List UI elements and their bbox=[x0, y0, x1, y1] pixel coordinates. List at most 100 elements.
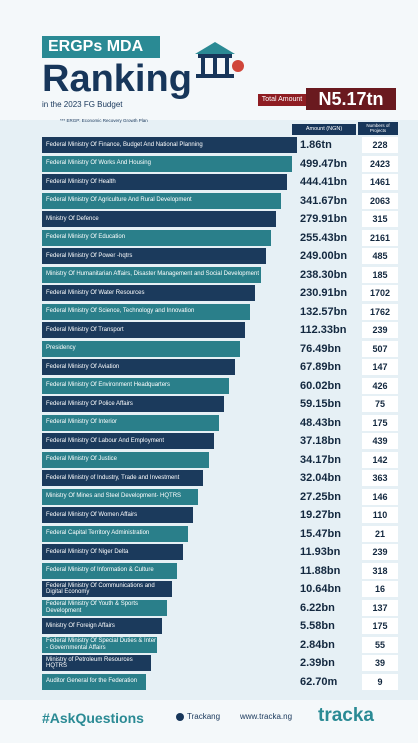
project-count: 2423 bbox=[362, 155, 398, 172]
project-count: 110 bbox=[362, 507, 398, 523]
project-count: 1762 bbox=[362, 303, 398, 320]
badge: ERGPs MDA bbox=[42, 36, 160, 58]
amount: 48.43bn bbox=[300, 416, 341, 429]
project-count: 485 bbox=[362, 248, 398, 264]
website[interactable]: www.tracka.ng bbox=[240, 712, 293, 721]
amount: 15.47bn bbox=[300, 527, 341, 540]
ministry-bar: Federal Ministry Of Youth & Sports Devel… bbox=[42, 599, 167, 616]
amount: 444.41bn bbox=[300, 176, 348, 188]
ministry-bar: Federal Ministry Of Health bbox=[42, 174, 287, 190]
amount: 11.93bn bbox=[300, 546, 341, 558]
total-label: Total Amount bbox=[258, 94, 306, 106]
project-count: 1461 bbox=[362, 174, 398, 190]
project-count: 239 bbox=[362, 544, 398, 560]
ministry-bar: Federal Ministry Of Agriculture And Rura… bbox=[42, 192, 282, 209]
project-count: 146 bbox=[362, 488, 398, 505]
ministry-bar: Ministry of Petroleum Resources HQTRS bbox=[42, 655, 152, 671]
ministry-bar: Federal Ministry Of Justice bbox=[42, 451, 209, 468]
ministry-bar: Presidency bbox=[42, 340, 240, 357]
project-count: 239 bbox=[362, 322, 398, 338]
amount: 249.00bn bbox=[300, 250, 348, 262]
project-count: 142 bbox=[362, 451, 398, 468]
column-header: Amount (NGN) bbox=[292, 124, 356, 135]
amount: 1.86tn bbox=[300, 139, 332, 151]
hashtag: #AskQuestions bbox=[42, 710, 144, 726]
amount: 238.30bn bbox=[300, 268, 348, 281]
project-count: 147 bbox=[362, 359, 398, 375]
ministry-bar: Federal Capital Territory Administration bbox=[42, 525, 188, 542]
amount: 279.91bn bbox=[300, 213, 348, 225]
amount: 37.18bn bbox=[300, 435, 341, 447]
project-count: 315 bbox=[362, 211, 398, 227]
ministry-bar: Federal Ministry Of Women Affairs bbox=[42, 507, 193, 523]
ministry-bar: Federal Ministry Of Aviation bbox=[42, 359, 235, 375]
amount: 2.84bn bbox=[300, 638, 335, 651]
ministry-bar: Federal Ministry Of Works And Housing bbox=[42, 155, 292, 172]
ministry-bar: Federal Ministry Of Police Affairs bbox=[42, 396, 225, 412]
project-count: 137 bbox=[362, 599, 398, 616]
amount: 11.88bn bbox=[300, 564, 341, 577]
project-count: 9 bbox=[362, 673, 398, 690]
amount: 6.22bn bbox=[300, 601, 335, 614]
amount: 499.47bn bbox=[300, 157, 348, 170]
project-count: 426 bbox=[362, 377, 398, 394]
ministry-bar: Auditor General for the Federation bbox=[42, 673, 147, 690]
project-count: 2161 bbox=[362, 229, 398, 246]
title: Ranking bbox=[42, 58, 192, 100]
amount: 10.64bn bbox=[300, 583, 341, 595]
ministry-bar: Federal Ministry Of Niger Delta bbox=[42, 544, 183, 560]
ministry-bar: Ministry Of Mines and Steel Development-… bbox=[42, 488, 199, 505]
total-value: N5.17tn bbox=[306, 88, 396, 110]
ministry-bar: Ministry Of Humanitarian Affairs, Disast… bbox=[42, 266, 261, 283]
footer-bg bbox=[0, 700, 418, 743]
project-count: 439 bbox=[362, 433, 398, 449]
amount: 255.43bn bbox=[300, 231, 348, 244]
project-count: 175 bbox=[362, 618, 398, 634]
ministry-bar: Federal Ministry Of Science, Technology … bbox=[42, 303, 251, 320]
amount: 34.17bn bbox=[300, 453, 341, 466]
subtitle: in the 2023 FG Budget bbox=[42, 100, 123, 109]
ministry-bar: Federal Ministry Of Environment Headquar… bbox=[42, 377, 230, 394]
project-count: 39 bbox=[362, 655, 398, 671]
ministry-bar: Federal Ministry Of Transport bbox=[42, 322, 245, 338]
project-count: 507 bbox=[362, 340, 398, 357]
amount: 112.33bn bbox=[300, 324, 347, 336]
amount: 59.15bn bbox=[300, 398, 341, 410]
ministry-bar: Federal Ministry of Industry, Trade and … bbox=[42, 470, 204, 486]
ministry-bar: Federal Ministry Of Power -hqtrs bbox=[42, 248, 266, 264]
ministry-bar: Federal Ministry of Information & Cultur… bbox=[42, 562, 178, 579]
amount: 5.58bn bbox=[300, 620, 335, 632]
amount: 2.39bn bbox=[300, 657, 335, 669]
amount: 341.67bn bbox=[300, 194, 348, 207]
social: Trackang bbox=[176, 712, 220, 721]
ministry-bar: Federal Ministry Of Labour And Employmen… bbox=[42, 433, 214, 449]
amount: 27.25bn bbox=[300, 490, 341, 503]
project-count: 21 bbox=[362, 525, 398, 542]
building-icon bbox=[195, 42, 244, 78]
ministry-bar: Federal Ministry Of Interior bbox=[42, 414, 219, 431]
amount: 230.91bn bbox=[300, 287, 348, 299]
ministry-bar: Ministry Of Foreign Affairs bbox=[42, 618, 162, 634]
project-count: 363 bbox=[362, 470, 398, 486]
amount: 132.57bn bbox=[300, 305, 348, 318]
ministry-bar: Federal Ministry Of Finance, Budget And … bbox=[42, 137, 297, 153]
amount: 62.70m bbox=[300, 675, 338, 688]
social-handle: Trackang bbox=[187, 712, 221, 721]
amount: 19.27bn bbox=[300, 509, 341, 521]
amount: 32.04bn bbox=[300, 472, 341, 484]
ministry-bar: Federal Ministry Of Special Duties & Int… bbox=[42, 636, 157, 653]
logo: tracka bbox=[318, 705, 374, 726]
project-count: 16 bbox=[362, 581, 398, 597]
ministry-bar: Ministry Of Defence bbox=[42, 211, 277, 227]
ministry-bar: Federal Ministry Of Communications and D… bbox=[42, 581, 173, 597]
project-count: 185 bbox=[362, 266, 398, 283]
column-header: Numbers of Projects bbox=[358, 122, 398, 135]
project-count: 55 bbox=[362, 636, 398, 653]
project-count: 228 bbox=[362, 137, 398, 153]
amount: 60.02bn bbox=[300, 379, 341, 392]
project-count: 1702 bbox=[362, 285, 398, 301]
project-count: 318 bbox=[362, 562, 398, 579]
ministry-bar: Federal Ministry Of Education bbox=[42, 229, 271, 246]
ministry-bar: Federal Ministry Of Water Resources bbox=[42, 285, 256, 301]
